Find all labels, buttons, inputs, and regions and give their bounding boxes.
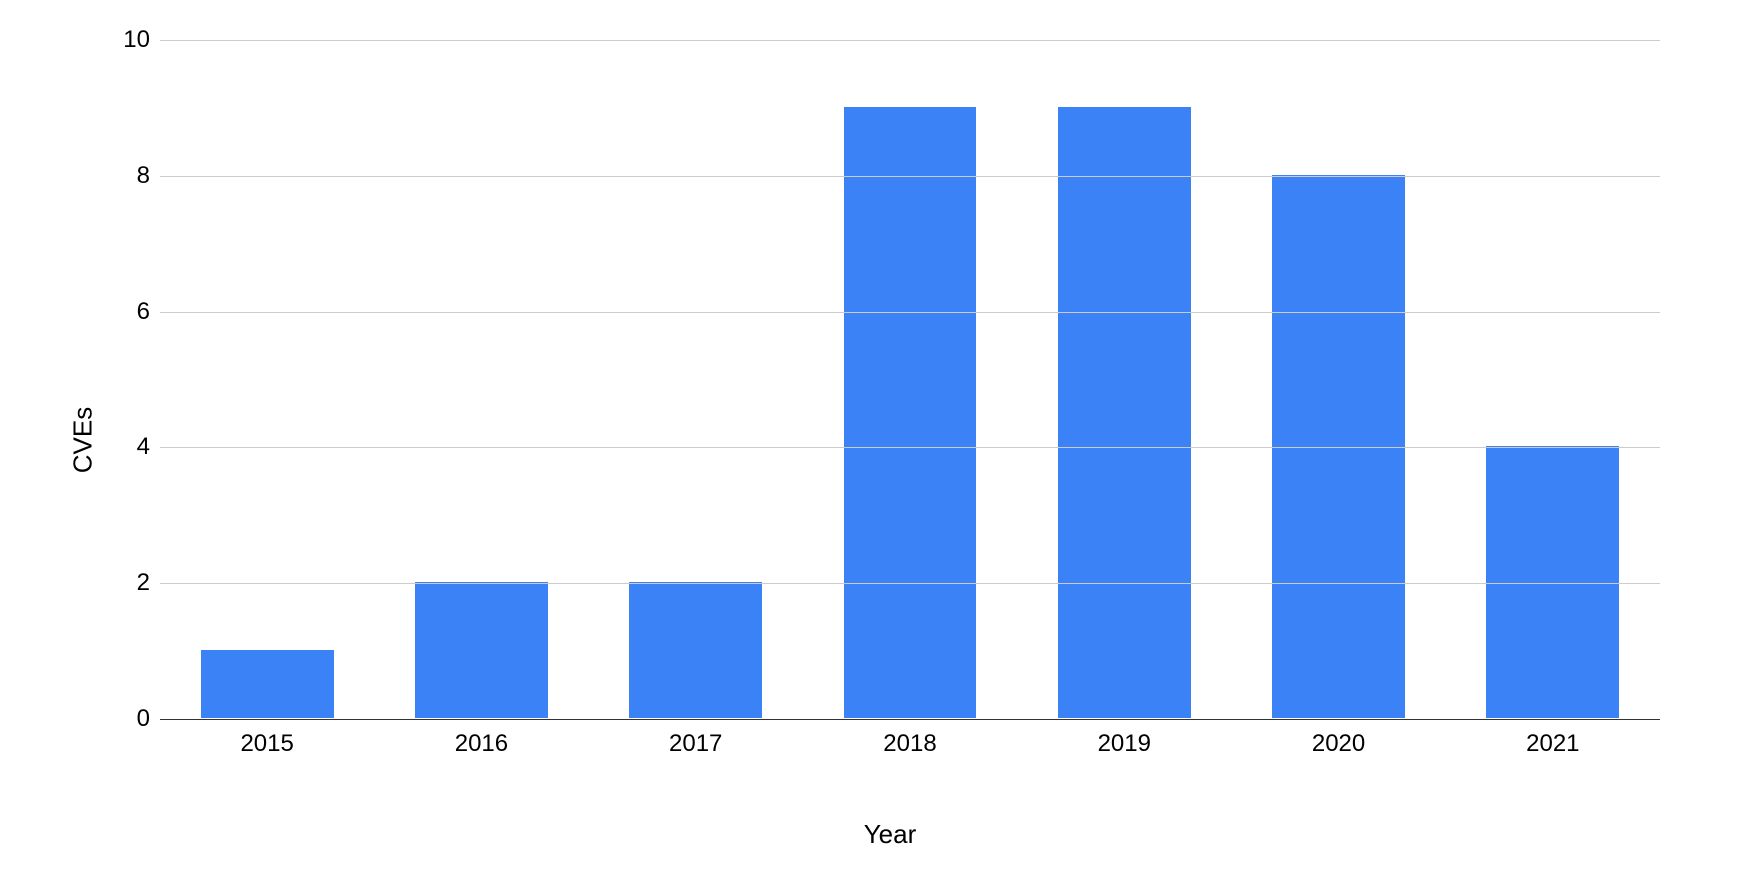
- y-tick-label: 0: [110, 705, 150, 733]
- y-tick-label: 2: [110, 569, 150, 597]
- gridline: [160, 583, 1660, 584]
- bar-group: 2017: [589, 39, 803, 718]
- plot-area: 2015201620172018201920202021 0246810: [160, 40, 1660, 720]
- x-tick-label: 2019: [1098, 730, 1151, 758]
- x-tick-label: 2020: [1312, 730, 1365, 758]
- gridline: [160, 312, 1660, 313]
- bar: [844, 107, 977, 718]
- gridline: [160, 447, 1660, 448]
- gridline: [160, 176, 1660, 177]
- bar-group: 2021: [1446, 39, 1660, 718]
- gridline: [160, 40, 1660, 41]
- bar-group: 2016: [374, 39, 588, 718]
- x-axis-label: Year: [864, 819, 917, 850]
- x-tick-label: 2021: [1526, 730, 1579, 758]
- bars-area: 2015201620172018201920202021: [160, 39, 1660, 718]
- y-tick-label: 6: [110, 298, 150, 326]
- x-tick-label: 2016: [455, 730, 508, 758]
- bar: [1058, 107, 1191, 718]
- chart-container: CVEs 2015201620172018201920202021 024681…: [100, 40, 1680, 840]
- bar-group: 2015: [160, 39, 374, 718]
- bar: [629, 582, 762, 718]
- bar-group: 2020: [1231, 39, 1445, 718]
- y-tick-label: 10: [110, 26, 150, 54]
- bar-group: 2019: [1017, 39, 1231, 718]
- y-axis-label: CVEs: [68, 407, 99, 473]
- x-tick-label: 2018: [883, 730, 936, 758]
- x-tick-label: 2015: [240, 730, 293, 758]
- bar: [415, 582, 548, 718]
- bar: [201, 650, 334, 718]
- y-tick-label: 4: [110, 433, 150, 461]
- y-tick-label: 8: [110, 162, 150, 190]
- bar-group: 2018: [803, 39, 1017, 718]
- x-tick-label: 2017: [669, 730, 722, 758]
